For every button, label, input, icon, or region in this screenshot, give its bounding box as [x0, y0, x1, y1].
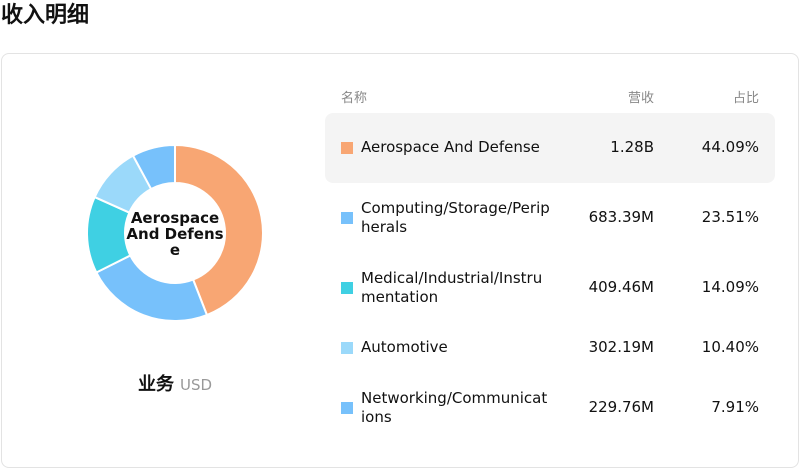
row-name: Aerospace And Defense — [361, 138, 540, 156]
donut-slice — [94, 254, 209, 322]
row-name: Medical/Industrial/Instrumentation — [361, 269, 543, 306]
column-header: 营收 — [627, 91, 654, 106]
column-header: 占比 — [732, 91, 759, 106]
row-share: 10.40% — [701, 338, 759, 356]
row-revenue: 683.39M — [588, 208, 654, 226]
legend-swatch — [341, 142, 353, 154]
unit: USD — [179, 376, 213, 394]
row-highlight — [325, 113, 775, 183]
legend-swatch — [341, 402, 353, 414]
row-share: 14.09% — [701, 278, 759, 296]
row-name: Networking/Communications — [361, 389, 548, 426]
row-revenue: 409.46M — [588, 278, 654, 296]
center-label: Aerospace And Defense — [126, 209, 224, 259]
page-title: 收入明细 — [1, 3, 90, 28]
legend-swatch — [341, 282, 353, 294]
caption: 业务 USD — [75, 370, 275, 396]
legend-swatch — [341, 212, 353, 224]
row-revenue: 229.76M — [588, 398, 654, 416]
row-share: 44.09% — [701, 138, 759, 156]
card — [1, 53, 799, 468]
column-header: 名称 — [341, 91, 368, 106]
legend-swatch — [341, 342, 353, 354]
donut-chart — [86, 143, 264, 322]
donut-slice — [174, 143, 264, 317]
row-name: Automotive — [361, 338, 448, 356]
donut-slice — [131, 143, 176, 191]
row-revenue: 1.28B — [610, 138, 654, 156]
row-share: 23.51% — [701, 208, 759, 226]
row-share: 7.91% — [711, 398, 759, 416]
row-name: Computing/Storage/Peripherals — [361, 199, 550, 236]
row-revenue: 302.19M — [588, 338, 654, 356]
caption-text: 业务 — [137, 374, 174, 395]
